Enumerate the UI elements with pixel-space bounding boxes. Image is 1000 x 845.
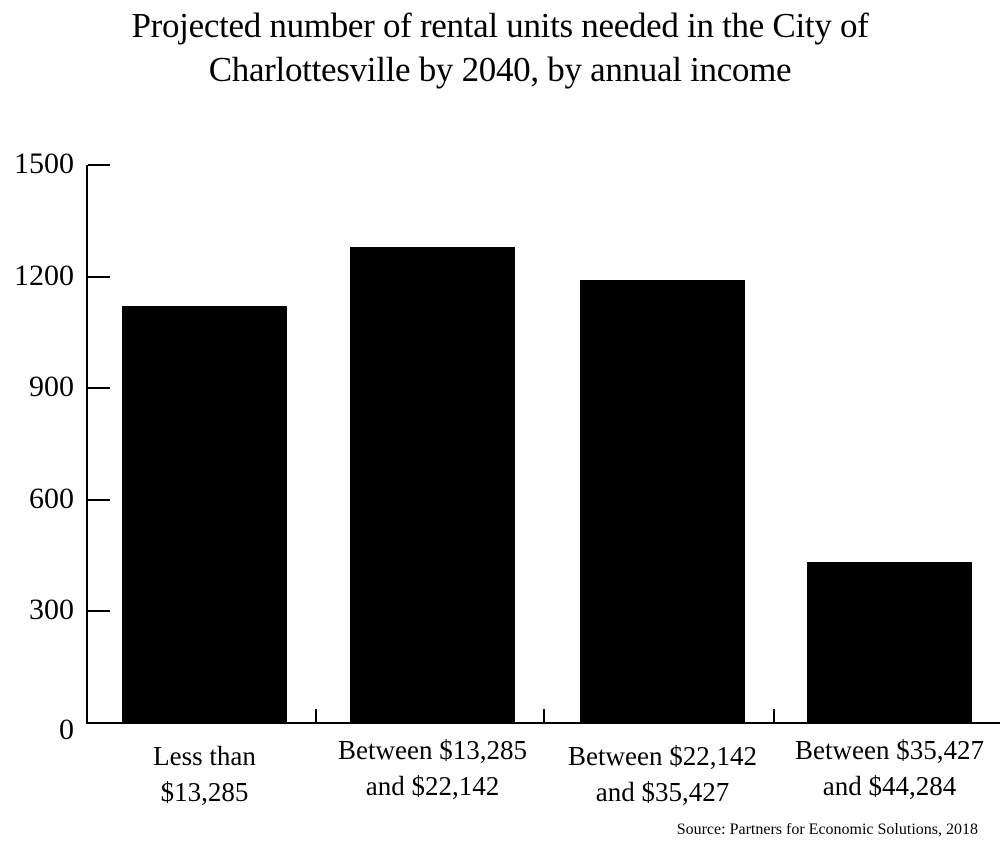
chart-title-line-1: Projected number of rental units needed … [131, 6, 869, 45]
x-tick-label: Between $35,427 and $44,284 [775, 732, 1000, 804]
bar [350, 246, 515, 723]
x-tick-label-line: $13,285 [160, 777, 249, 807]
x-tick-mark [543, 709, 545, 723]
y-tick-mark [88, 275, 110, 278]
x-tick-label-line: Less than [153, 741, 256, 771]
x-tick-mark [773, 709, 775, 723]
chart-title-line-2: Charlottesville by 2040, by annual incom… [208, 50, 792, 89]
y-tick-label: 1500 [14, 147, 74, 180]
y-tick-mark [88, 387, 110, 390]
y-tick-label: 300 [29, 593, 74, 627]
y-tick-mark [88, 610, 110, 613]
y-tick-mark [88, 164, 110, 166]
source-note: Source: Partners for Economic Solutions,… [676, 821, 978, 838]
x-axis-line [86, 722, 1000, 724]
y-tick-label: 0 [59, 713, 74, 746]
y-tick-label: 1200 [14, 258, 74, 292]
x-tick-label: Between $13,285 and $22,142 [318, 732, 548, 804]
x-tick-label-line: and $35,427 [595, 777, 730, 807]
y-tick-label: 600 [29, 481, 74, 515]
y-tick-label: 900 [29, 370, 74, 404]
bar [807, 562, 972, 723]
bar [122, 306, 287, 723]
x-tick-label: Between $22,142 and $35,427 [548, 738, 778, 810]
y-axis-line [86, 165, 88, 724]
x-tick-label: Less than $13,285 [90, 738, 320, 810]
x-tick-label-line: Between $35,427 [795, 735, 984, 765]
y-tick-mark [88, 498, 110, 501]
bar [580, 280, 745, 723]
chart-title: Projected number of rental units needed … [0, 4, 1000, 92]
x-tick-label-line: and $44,284 [822, 771, 957, 801]
x-tick-label-line: and $22,142 [365, 771, 500, 801]
x-tick-mark [315, 709, 317, 723]
x-tick-label-line: Between $13,285 [338, 735, 527, 765]
x-tick-label-line: Between $22,142 [568, 741, 757, 771]
